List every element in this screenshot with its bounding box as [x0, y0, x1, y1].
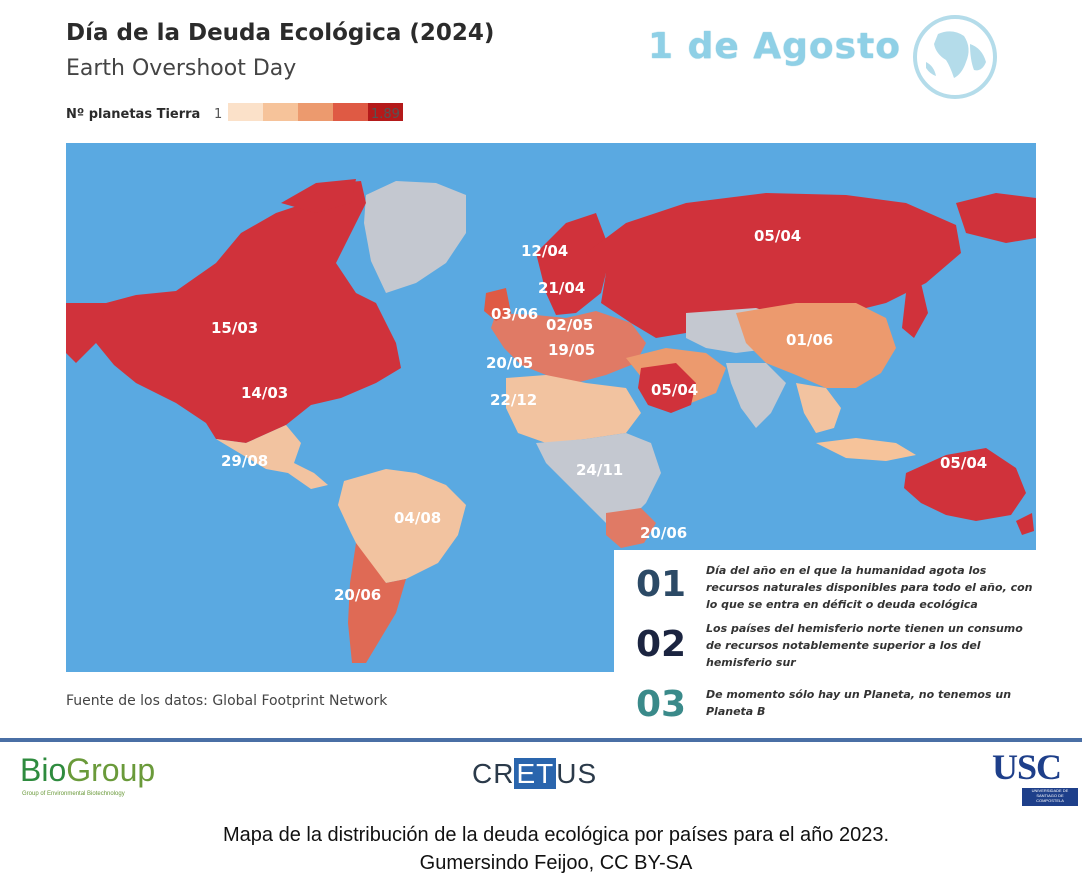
- biogroup-logo-group: Group: [66, 752, 156, 788]
- russia-east: [956, 193, 1036, 243]
- caption-line-2: Gumersindo Feijoo, CC BY-SA: [419, 852, 693, 874]
- central-africa: [536, 433, 661, 523]
- info-text: Día del año en el que la humanidad agota…: [706, 564, 1033, 611]
- label-germany: 02/05: [546, 316, 593, 334]
- figure-caption: Mapa de la distribución de la deuda ecol…: [0, 821, 1082, 877]
- usc-logo-subtitle: UNIVERSIDADE DE SANTIAGO DE COMPOSTELA: [1022, 788, 1078, 806]
- legend-scale: [228, 103, 403, 121]
- india: [726, 363, 786, 428]
- label-africa: 24/11: [576, 461, 623, 479]
- north-africa: [506, 375, 641, 443]
- label-argentina: 20/06: [334, 586, 381, 604]
- legend-min: 1: [214, 107, 223, 122]
- argentina: [348, 543, 406, 663]
- label-north-canada: 15/03: [211, 319, 258, 337]
- legend-swatch-2: [263, 103, 298, 121]
- russia: [586, 193, 961, 338]
- usc-logo-text: USC: [992, 747, 1062, 787]
- label-sweden: 21/04: [538, 279, 585, 297]
- label-china: 01/06: [786, 331, 833, 349]
- legend-swatch-5: [368, 103, 403, 121]
- cretus-logo: CRETUS: [472, 758, 597, 790]
- legend-swatch-1: [228, 103, 263, 121]
- arctic-islands: [281, 179, 356, 213]
- brazil: [338, 469, 466, 583]
- biogroup-subtitle: Group of Environmental Biotechnology: [22, 791, 125, 797]
- label-france: 20/05: [486, 354, 533, 372]
- data-source: Fuente de los datos: Global Footprint Ne…: [66, 693, 388, 709]
- australia: [904, 448, 1026, 521]
- page-title: Día de la Deuda Ecológica (2024): [66, 20, 495, 46]
- europe: [491, 311, 646, 383]
- greenland: [364, 181, 466, 293]
- biogroup-logo-bio: Bio: [20, 752, 67, 788]
- caption-line-1: Mapa de la distribución de la deuda ecol…: [222, 824, 889, 846]
- cretus-logo-et: ET: [514, 758, 557, 789]
- info-text: Los países del hemisferio norte tienen u…: [706, 622, 1023, 669]
- usc-logo: USC UNIVERSIDADE DE SANTIAGO DE COMPOSTE…: [992, 747, 1080, 808]
- indonesia: [816, 438, 916, 461]
- label-usa: 14/03: [241, 384, 288, 402]
- china: [736, 303, 896, 388]
- label-mexico: 29/08: [221, 452, 268, 470]
- southeast-asia: [796, 383, 841, 433]
- legend-swatch-3: [298, 103, 333, 121]
- alaska: [66, 303, 106, 363]
- info-number: 01: [636, 564, 687, 605]
- label-south-africa: 20/06: [640, 524, 687, 542]
- label-brazil: 04/08: [394, 509, 441, 527]
- info-number: 02: [636, 624, 687, 665]
- saudi-arabia: [638, 363, 696, 413]
- south-africa: [606, 508, 656, 548]
- scandinavia: [536, 213, 611, 315]
- japan: [902, 283, 928, 338]
- cretus-logo-us: US: [556, 758, 598, 789]
- page-subtitle: Earth Overshoot Day: [66, 56, 297, 81]
- legend-swatch-4: [333, 103, 368, 121]
- label-russia: 05/04: [754, 227, 801, 245]
- label-uk: 03/06: [491, 305, 538, 323]
- info-panel: 01 Día del año en el que la humanidad ag…: [614, 550, 1046, 740]
- world-map: 15/03 14/03 29/08 04/08 20/06 12/04 21/0…: [66, 143, 1036, 672]
- uk: [484, 288, 511, 321]
- legend-max: 1.89: [371, 107, 400, 122]
- globe-icon: [913, 15, 997, 99]
- biogroup-logo: BioGroup: [20, 752, 155, 789]
- overshoot-date: 1 de Agosto: [648, 26, 902, 67]
- label-australia: 05/04: [940, 454, 987, 472]
- label-saudi-arabia: 05/04: [651, 381, 698, 399]
- info-text: De momento sólo hay un Planeta, no tenem…: [706, 688, 1012, 718]
- new-zealand: [1016, 513, 1034, 535]
- label-morocco: 22/12: [490, 391, 537, 409]
- label-italy: 19/05: [548, 341, 595, 359]
- footer-divider: [0, 738, 1082, 742]
- mexico: [216, 425, 328, 489]
- cretus-logo-cr: CR: [472, 758, 515, 789]
- north-america: [86, 181, 401, 443]
- label-norway: 12/04: [521, 242, 568, 260]
- legend-title: Nº planetas Tierra: [66, 107, 201, 122]
- info-number: 03: [636, 684, 687, 725]
